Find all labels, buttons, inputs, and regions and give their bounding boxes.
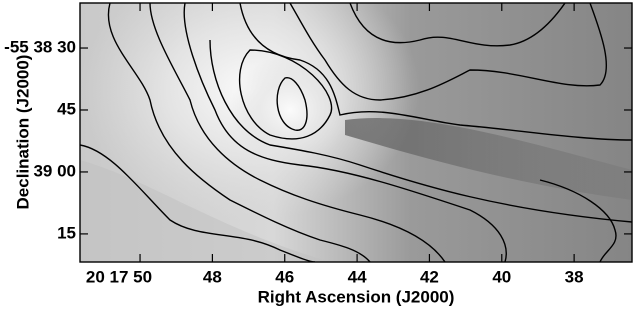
chart: Right Ascension (J2000) Declination (J20… bbox=[0, 0, 644, 314]
image bbox=[80, 0, 632, 262]
x-tick-label: 44 bbox=[348, 267, 367, 286]
x-axis-label: Right Ascension (J2000) bbox=[258, 287, 455, 306]
y-tick-label: 45 bbox=[57, 99, 76, 118]
x-tick-label: 38 bbox=[565, 267, 584, 286]
x-tick-label: 20 17 50 bbox=[86, 267, 152, 286]
x-tick-label: 40 bbox=[492, 267, 511, 286]
x-tick-label: 42 bbox=[420, 267, 439, 286]
x-tick-label: 48 bbox=[203, 267, 222, 286]
y-tick-label: 39 00 bbox=[33, 161, 76, 180]
y-tick-label: -55 38 30 bbox=[4, 38, 76, 57]
x-tick-label: 46 bbox=[275, 267, 294, 286]
y-tick-label: 15 bbox=[57, 223, 76, 242]
y-axis-label: Declination (J2000) bbox=[13, 55, 32, 210]
